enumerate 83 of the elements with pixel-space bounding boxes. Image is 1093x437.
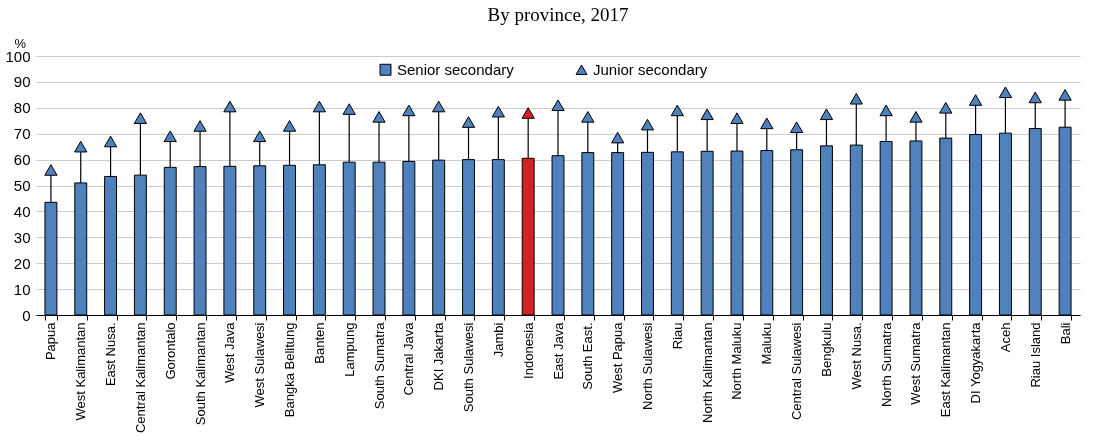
- point: [1058, 89, 1072, 101]
- point: [44, 164, 58, 176]
- y-tick-label: 50: [13, 177, 31, 194]
- point: [461, 116, 476, 128]
- x-tick-label: South Kalimantan: [192, 322, 208, 426]
- x-tick-label: Jambi: [490, 322, 506, 358]
- y-tick-label: 30: [13, 228, 31, 246]
- x-tick-label: East Nusa.: [103, 322, 119, 387]
- x-tick-label: Central Kalimantan: [132, 322, 148, 434]
- point: [551, 99, 565, 112]
- point: [282, 120, 297, 132]
- x-tick-label: Central Java: [401, 321, 417, 396]
- x-tick-label: Gorontalo: [162, 322, 178, 380]
- x-tick-label: North Kalimantan: [699, 322, 715, 423]
- y-tick-label: 0: [22, 306, 31, 324]
- point: [103, 135, 118, 148]
- x-tick-label: West Java: [222, 321, 238, 383]
- point: [1028, 91, 1042, 104]
- point: [909, 111, 923, 123]
- y-tick-label: 70: [13, 125, 31, 143]
- point: [700, 108, 714, 121]
- y-tick-label: 20: [13, 254, 31, 272]
- point: [253, 130, 267, 143]
- point: [432, 100, 446, 113]
- point: [74, 140, 88, 153]
- point: [879, 104, 893, 117]
- point: [581, 111, 595, 123]
- chart-title: By province, 2017: [487, 4, 629, 25]
- x-tick-label: West Papua: [610, 321, 626, 394]
- point: [491, 105, 505, 118]
- point: [312, 100, 326, 113]
- x-tick-label: North Sumatra: [878, 321, 894, 408]
- point: [402, 104, 416, 117]
- x-tick-label: DI Yogyakarta: [968, 321, 984, 404]
- x-tick-label: Riau: [669, 322, 685, 350]
- y-tick-label: 10: [13, 280, 31, 298]
- x-tick-label: Bangka Belitung: [282, 322, 298, 418]
- point: [939, 102, 953, 114]
- point: [849, 92, 863, 105]
- x-tick-label: Bengkulu: [818, 322, 834, 377]
- x-tick-label: DKI Jakarta: [431, 321, 447, 391]
- point: [968, 94, 983, 106]
- point: [790, 121, 804, 134]
- point: [223, 100, 237, 113]
- point: [342, 103, 356, 115]
- point: [760, 117, 774, 130]
- x-tick-label: North Sulawesi: [639, 322, 655, 410]
- point: [372, 111, 386, 123]
- x-tick-label: West Sulawesi: [252, 322, 268, 408]
- point: [163, 130, 177, 143]
- y-tick-label: 60: [13, 151, 31, 169]
- legend-label: Junior secondary: [593, 60, 708, 78]
- x-tick-label: North Maluku: [729, 322, 745, 400]
- x-tick-label: Central Sulawesi: [789, 322, 805, 421]
- x-tick-label: Maluku: [759, 322, 775, 365]
- y-tick-label: 80: [13, 99, 31, 117]
- x-tick-label: South Sulawesi: [461, 322, 477, 413]
- point: [193, 120, 207, 132]
- point: [521, 107, 535, 119]
- point: [133, 112, 148, 124]
- point: [611, 131, 625, 144]
- x-tick-label: Papua: [43, 321, 59, 361]
- x-tick-label: West Kalimantan: [73, 322, 89, 421]
- x-tick-label: South East.: [580, 322, 596, 390]
- x-tick-label: Aceh: [997, 322, 1013, 353]
- point: [730, 112, 744, 124]
- y-tick-label: 90: [13, 73, 31, 91]
- point: [670, 104, 684, 117]
- x-tick-label: South Sumatra: [371, 321, 387, 410]
- point: [998, 86, 1013, 99]
- x-tick-label: East Java: [550, 321, 566, 380]
- x-tick-label: Riau Island: [1027, 322, 1043, 388]
- y-tick-label: 40: [13, 202, 31, 220]
- x-tick-label: Lampung: [341, 322, 357, 377]
- point: [819, 108, 834, 121]
- x-tick-label: Bali: [1057, 322, 1073, 345]
- x-tick-label: West Nusa.: [848, 322, 864, 390]
- x-tick-label: Banten: [311, 322, 327, 364]
- x-tick-label: Indonesia: [520, 321, 536, 379]
- x-tick-label: East Kalimantan: [938, 322, 954, 418]
- x-tick-label: West Sumatra: [908, 321, 924, 405]
- legend-label: Senior secondary: [397, 60, 515, 78]
- point: [640, 118, 655, 131]
